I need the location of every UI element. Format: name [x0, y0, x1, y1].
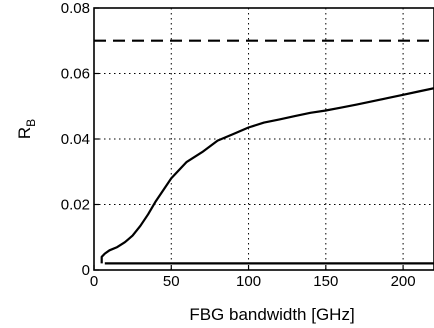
- y-tick-label: 0.08: [61, 0, 90, 17]
- y-tick-label: 0.02: [61, 197, 90, 214]
- series-layer: [94, 39, 434, 265]
- svg-text:RB: RB: [15, 119, 38, 139]
- y-axis-label-main: R: [15, 127, 34, 139]
- x-tick-label: 100: [236, 273, 261, 290]
- ticks: 0 50 100 150 200 0 0.02 0.04 0.06 0.08: [61, 0, 416, 290]
- grid: [94, 8, 434, 270]
- x-tick-label: 50: [163, 273, 180, 290]
- y-tick-label: 0.06: [61, 66, 90, 83]
- y-axis-label: RB: [15, 119, 38, 139]
- y-tick-label: 0: [82, 262, 90, 279]
- y-tick-label: 0.04: [61, 131, 90, 148]
- series-line-1: [100, 87, 434, 264]
- x-tick-label: 150: [313, 273, 338, 290]
- x-tick-label: 0: [90, 273, 98, 290]
- x-tick-label: 200: [391, 273, 416, 290]
- y-axis-label-sub: B: [24, 119, 38, 127]
- x-axis-label: FBG bandwidth [GHz]: [189, 305, 354, 324]
